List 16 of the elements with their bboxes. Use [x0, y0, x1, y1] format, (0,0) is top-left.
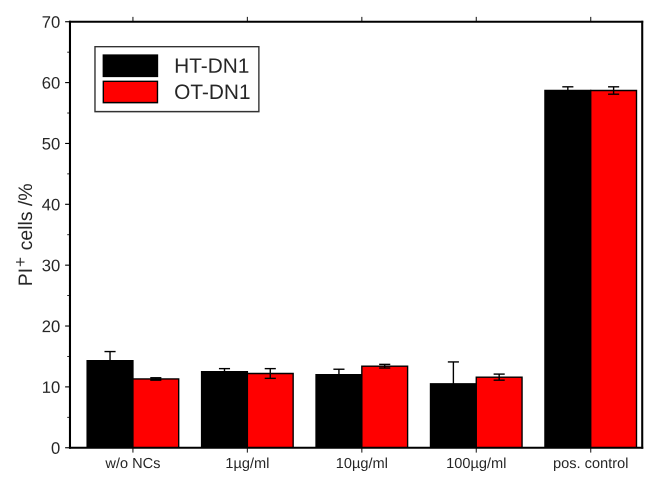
x-tick-label: 100µg/ml [447, 457, 506, 472]
x-tick-label: 10µg/ml [336, 457, 387, 472]
y-tick-label: 0 [52, 442, 60, 454]
y-tick-label: 20 [42, 320, 60, 332]
x-tick-label: w/o NCs [105, 457, 160, 468]
y-tick-label: 70 [42, 16, 60, 28]
y-axis-title: PI$^{+}$ cells /% [16, 184, 32, 285]
legend-label: OT-DN1 [175, 84, 250, 100]
y-tick-label: 50 [42, 138, 60, 150]
y-tick-label: 40 [42, 198, 60, 211]
x-tick-label: 1µg/ml [226, 457, 268, 472]
y-tick-label: 30 [42, 260, 60, 272]
x-tick-label: pos. control [554, 457, 628, 472]
y-tick-label: 60 [42, 76, 60, 89]
legend-label: HT-DN1 [176, 58, 248, 73]
y-tick-label: 10 [42, 381, 60, 394]
